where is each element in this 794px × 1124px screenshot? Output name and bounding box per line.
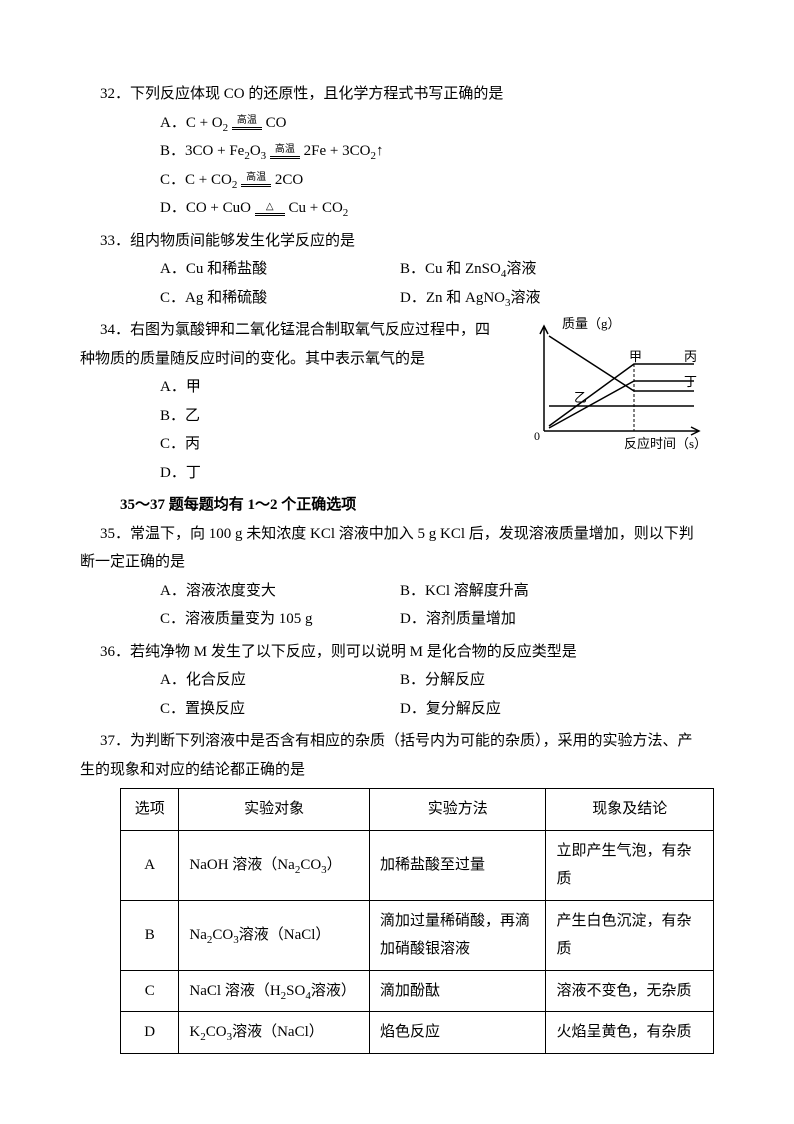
reaction-arrow-icon: 高温 xyxy=(241,173,271,187)
heading-35-37: 35～37 题每题均有 1～2 个正确选项 xyxy=(100,491,714,520)
mass-time-chart: 质量（g） 反应时间（s） 0 甲 丙 乙 丁 xyxy=(524,316,714,456)
reaction-arrow-icon: 高温 xyxy=(232,116,262,130)
th-option: 选项 xyxy=(121,789,179,831)
q36-row2: C．置换反应 D．复分解反应 xyxy=(100,695,714,724)
q34-opt-b: B．乙 xyxy=(100,402,524,431)
q33-opt-a: A．Cu 和稀盐酸 xyxy=(160,255,400,284)
xlabel: 反应时间（s） xyxy=(624,436,707,451)
q36-opt-b: B．分解反应 xyxy=(400,666,485,695)
th-object: 实验对象 xyxy=(179,789,370,831)
q32-opt-d: D．CO + CuO △ Cu + CO2 xyxy=(100,194,714,223)
q35-row2: C．溶液质量变为 105 g D．溶剂质量增加 xyxy=(100,605,714,634)
q35-opt-c: C．溶液质量变为 105 g xyxy=(160,605,400,634)
q34-num: 34． xyxy=(100,322,130,338)
q35-opt-d: D．溶剂质量增加 xyxy=(400,605,516,634)
q33-row1: A．Cu 和稀盐酸 B．Cu 和 ZnSO4溶液 xyxy=(100,255,714,284)
q33-row2: C．Ag 和稀硫酸 D．Zn 和 AgNO3溶液 xyxy=(100,284,714,313)
origin: 0 xyxy=(534,429,540,443)
q32-num: 32． xyxy=(100,86,130,102)
q32-opt-c: C．C + CO2 高温 2CO xyxy=(100,166,714,195)
q32-opt-a: A．C + O2 高温 CO xyxy=(100,109,714,138)
q35: 35．常温下，向 100 g 未知浓度 KCl 溶液中加入 5 g KCl 后，… xyxy=(100,520,714,634)
q37-stem2: 生的现象和对应的结论都正确的是 xyxy=(80,756,714,785)
q34: 34．右图为氯酸钾和二氧化锰混合制取氧气反应过程中，四 种物质的质量随反应时间的… xyxy=(100,316,714,487)
q33-opt-c: C．Ag 和稀硫酸 xyxy=(160,284,400,313)
q32-opt-b: B．3CO + Fe2O3 高温 2Fe + 3CO2↑ xyxy=(100,137,714,166)
table-row: A NaOH 溶液（Na2CO3） 加稀盐酸至过量 立即产生气泡，有杂质 xyxy=(121,830,714,900)
th-method: 实验方法 xyxy=(369,789,545,831)
svg-text:乙: 乙 xyxy=(574,390,587,405)
reaction-arrow-icon: △ xyxy=(255,202,285,216)
q35-opt-b: B．KCl 溶解度升高 xyxy=(400,577,529,606)
q36-opt-a: A．化合反应 xyxy=(160,666,400,695)
q32-stem: 下列反应体现 CO 的还原性，且化学方程式书写正确的是 xyxy=(130,86,503,102)
q34-opt-d: D．丁 xyxy=(100,459,524,488)
q35-stem2: 断一定正确的是 xyxy=(80,548,714,577)
q36-opt-d: D．复分解反应 xyxy=(400,695,501,724)
q33-opt-b: B．Cu 和 ZnSO4溶液 xyxy=(400,255,536,284)
th-result: 现象及结论 xyxy=(546,789,714,831)
svg-text:丁: 丁 xyxy=(684,374,697,389)
q33-opt-d: D．Zn 和 AgNO3溶液 xyxy=(400,284,541,313)
table-row: D K2CO3溶液（NaCl） 焰色反应 火焰呈黄色，有杂质 xyxy=(121,1012,714,1054)
q33-num: 33． xyxy=(100,233,130,249)
q34-text: 34．右图为氯酸钾和二氧化锰混合制取氧气反应过程中，四 种物质的质量随反应时间的… xyxy=(100,316,524,487)
reaction-arrow-icon: 高温 xyxy=(270,145,300,159)
svg-text:丙: 丙 xyxy=(684,349,697,364)
q36-stem: 若纯净物 M 发生了以下反应，则可以说明 M 是化合物的反应类型是 xyxy=(130,644,577,660)
q34-stem2: 种物质的质量随反应时间的变化。其中表示氧气的是 xyxy=(80,345,524,374)
q35-opt-a: A．溶液浓度变大 xyxy=(160,577,400,606)
q36: 36．若纯净物 M 发生了以下反应，则可以说明 M 是化合物的反应类型是 A．化… xyxy=(100,638,714,724)
q37-stem1: 为判断下列溶液中是否含有相应的杂质（括号内为可能的杂质），采用的实验方法、产 xyxy=(130,733,693,749)
q37: 37．为判断下列溶液中是否含有相应的杂质（括号内为可能的杂质），采用的实验方法、… xyxy=(100,727,714,1054)
table-row: C NaCl 溶液（H2SO4溶液） 滴加酚酞 溶液不变色，无杂质 xyxy=(121,970,714,1012)
q36-opt-c: C．置换反应 xyxy=(160,695,400,724)
q33-stem: 组内物质间能够发生化学反应的是 xyxy=(130,233,355,249)
q37-table: 选项 实验对象 实验方法 现象及结论 A NaOH 溶液（Na2CO3） 加稀盐… xyxy=(120,788,714,1054)
q35-stem1: 常温下，向 100 g 未知浓度 KCl 溶液中加入 5 g KCl 后，发现溶… xyxy=(130,526,694,542)
q33: 33．组内物质间能够发生化学反应的是 A．Cu 和稀盐酸 B．Cu 和 ZnSO… xyxy=(100,227,714,313)
q34-stem1: 右图为氯酸钾和二氧化锰混合制取氧气反应过程中，四 xyxy=(130,322,490,338)
q34-opt-a: A．甲 xyxy=(100,373,524,402)
table-header-row: 选项 实验对象 实验方法 现象及结论 xyxy=(121,789,714,831)
table-row: B Na2CO3溶液（NaCl） 滴加过量稀硝酸，再滴加硝酸银溶液 产生白色沉淀… xyxy=(121,900,714,970)
ylabel: 质量（g） xyxy=(562,316,621,331)
page: 32．下列反应体现 CO 的还原性，且化学方程式书写正确的是 A．C + O2 … xyxy=(0,0,794,1098)
q32: 32．下列反应体现 CO 的还原性，且化学方程式书写正确的是 A．C + O2 … xyxy=(100,80,714,223)
q35-row1: A．溶液浓度变大 B．KCl 溶解度升高 xyxy=(100,577,714,606)
q34-opt-c: C．丙 xyxy=(100,430,524,459)
q37-num: 37． xyxy=(100,733,130,749)
q35-num: 35． xyxy=(100,526,130,542)
q36-num: 36． xyxy=(100,644,130,660)
svg-text:甲: 甲 xyxy=(629,349,642,364)
q36-row1: A．化合反应 B．分解反应 xyxy=(100,666,714,695)
